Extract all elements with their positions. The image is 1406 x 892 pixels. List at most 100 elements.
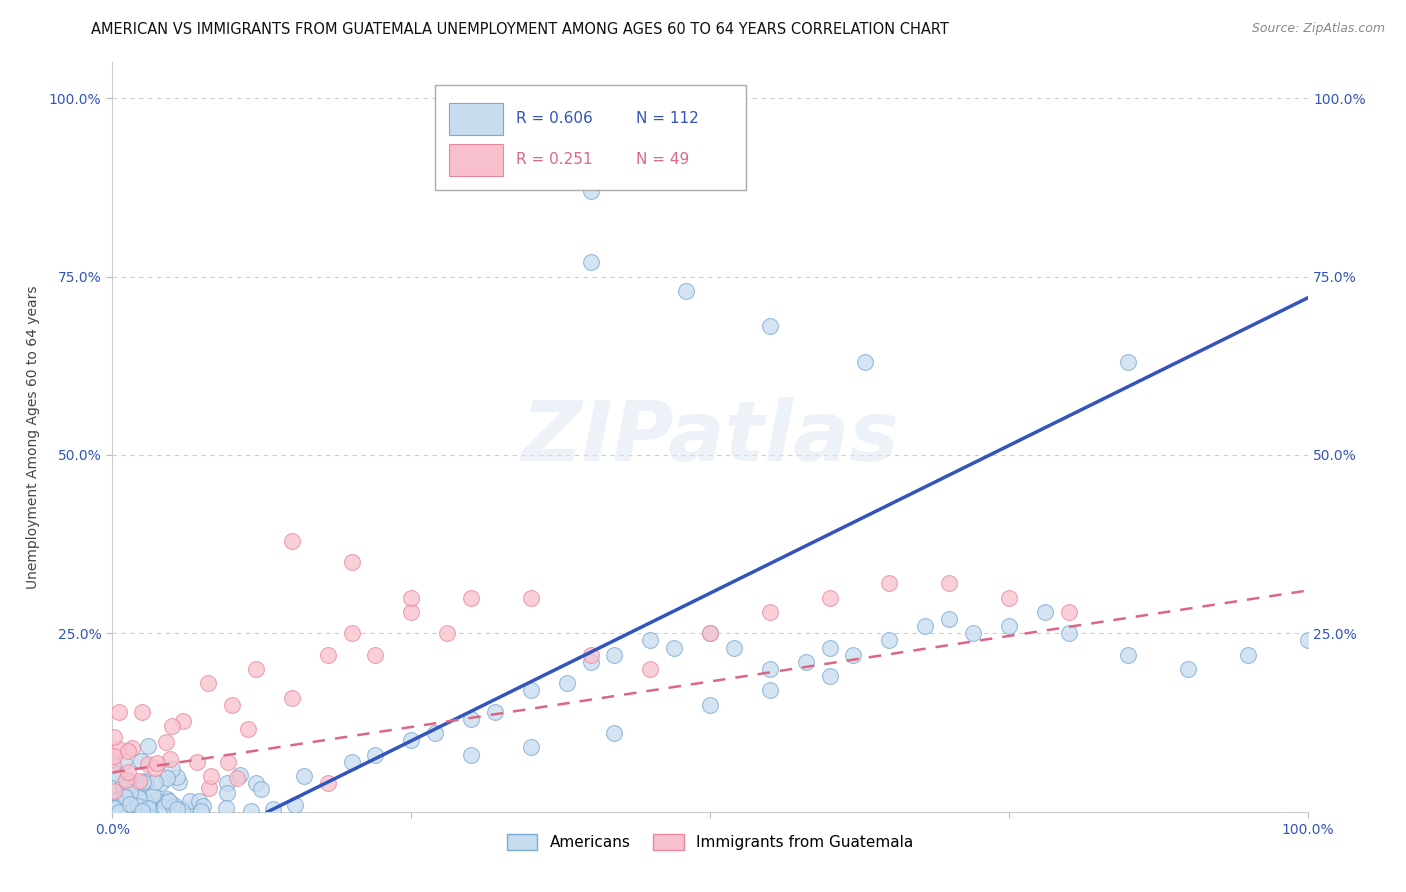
Point	[460, 712, 482, 726]
Point	[162, 800, 184, 814]
Point	[101, 757, 124, 772]
Point	[167, 774, 190, 789]
Point	[118, 785, 141, 799]
Text: Source: ZipAtlas.com: Source: ZipAtlas.com	[1251, 22, 1385, 36]
Point	[112, 755, 135, 769]
Point	[1177, 662, 1199, 676]
Point	[699, 626, 721, 640]
Point	[460, 747, 482, 762]
Point	[245, 662, 267, 676]
Point	[128, 773, 150, 788]
Point	[640, 633, 662, 648]
Point	[136, 797, 159, 811]
Point	[104, 765, 127, 780]
Legend: Americans, Immigrants from Guatemala: Americans, Immigrants from Guatemala	[501, 829, 920, 856]
FancyBboxPatch shape	[436, 85, 747, 190]
Point	[229, 767, 252, 781]
Point	[818, 669, 841, 683]
Point	[226, 772, 249, 786]
Point	[998, 619, 1021, 633]
Point	[145, 793, 167, 807]
Point	[484, 705, 506, 719]
Point	[117, 764, 139, 779]
Point	[938, 576, 960, 591]
Point	[131, 789, 153, 803]
Point	[120, 797, 142, 811]
Point	[603, 726, 626, 740]
Bar	[450, 103, 503, 135]
Point	[124, 778, 146, 792]
Point	[460, 591, 482, 605]
Text: N = 49: N = 49	[636, 153, 689, 168]
Point	[159, 752, 181, 766]
Point	[217, 776, 239, 790]
Point	[117, 744, 139, 758]
Point	[142, 788, 165, 802]
Point	[105, 767, 128, 781]
Point	[603, 648, 626, 662]
Point	[172, 714, 194, 728]
Point	[316, 648, 339, 662]
Point	[155, 735, 177, 749]
Point	[579, 655, 602, 669]
Point	[156, 791, 179, 805]
Point	[938, 612, 960, 626]
Point	[675, 284, 697, 298]
Point	[129, 804, 152, 818]
Point	[1057, 605, 1080, 619]
Point	[152, 800, 174, 814]
Point	[124, 779, 146, 793]
Point	[759, 683, 782, 698]
Point	[664, 640, 686, 655]
Point	[139, 802, 162, 816]
Point	[136, 756, 159, 771]
Point	[520, 591, 543, 605]
Point	[131, 705, 153, 719]
Point	[520, 740, 543, 755]
Point	[699, 698, 721, 712]
Point	[555, 676, 578, 690]
Point	[855, 355, 877, 369]
Point	[1033, 605, 1056, 619]
Point	[103, 730, 125, 744]
Point	[162, 719, 183, 733]
Point	[143, 761, 166, 775]
Point	[136, 801, 159, 815]
Point	[172, 804, 194, 818]
Point	[699, 626, 721, 640]
Point	[364, 648, 387, 662]
Point	[879, 576, 901, 591]
Point	[128, 791, 150, 805]
Point	[111, 778, 134, 792]
Point	[159, 794, 181, 808]
Point	[281, 690, 304, 705]
Point	[103, 799, 125, 814]
Point	[108, 805, 131, 819]
Point	[197, 676, 219, 690]
Point	[425, 726, 447, 740]
Point	[101, 801, 124, 815]
Point	[292, 769, 315, 783]
Point	[200, 769, 222, 783]
Point	[155, 795, 177, 809]
Point	[759, 662, 782, 676]
Point	[340, 626, 363, 640]
Point	[215, 801, 238, 815]
Point	[1296, 633, 1319, 648]
Point	[122, 795, 145, 809]
Point	[1057, 626, 1080, 640]
Point	[136, 739, 159, 753]
Point	[131, 754, 153, 768]
Point	[364, 747, 387, 762]
Point	[188, 794, 211, 808]
Point	[124, 785, 146, 799]
Point	[879, 633, 901, 648]
Point	[131, 804, 153, 818]
Point	[108, 742, 131, 756]
Point	[131, 802, 153, 816]
Point	[132, 775, 155, 789]
Bar	[450, 145, 503, 177]
Point	[759, 319, 782, 334]
Point	[138, 801, 160, 815]
Point	[105, 794, 128, 808]
